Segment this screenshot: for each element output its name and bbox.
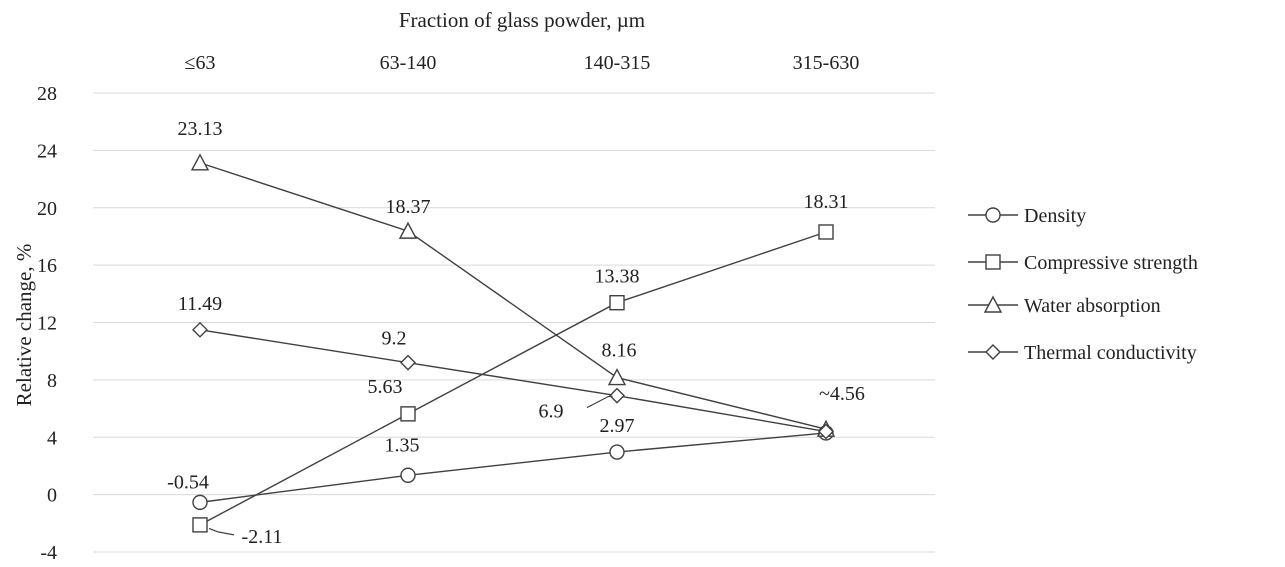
legend-entry: Thermal conductivity [1024, 342, 1197, 364]
data-label: 2.97 [600, 415, 635, 437]
data-label: 6.9 [539, 401, 564, 423]
density-line [199, 432, 827, 504]
x-tick-labels: ≤63 63-140 140-315 315-630 [185, 52, 860, 74]
compressive-strength-point [818, 224, 834, 240]
water-absorption-line [199, 162, 827, 430]
data-label-leader [586, 395, 613, 409]
series-layer [190, 153, 836, 533]
compressive-strength-point [609, 295, 625, 311]
thermal-conductivity-point [400, 354, 416, 371]
y-tick-label: 28 [37, 83, 57, 105]
thermal-conductivity-point [609, 387, 625, 404]
legend-entry: Density [1024, 205, 1086, 227]
legend-entry: Compressive strength [1024, 252, 1198, 274]
data-label: 18.37 [386, 196, 431, 218]
data-label: ~4.56 [819, 383, 865, 405]
legend-marker-triangle [983, 295, 1003, 313]
data-label: -0.54 [167, 471, 209, 493]
data-label: -2.11 [242, 526, 283, 548]
density-point [400, 467, 416, 483]
y-tick-label: -4 [40, 542, 57, 564]
compressive-strength-point [400, 406, 416, 422]
data-label: 11.49 [178, 293, 222, 315]
y-tick-label: 0 [47, 485, 57, 507]
water-absorption-point [607, 368, 627, 386]
y-tick-label: 4 [47, 427, 57, 449]
x-tick-label: 315-630 [793, 52, 860, 74]
compressive-strength-point [192, 517, 208, 533]
water-absorption-point [190, 153, 210, 171]
thermal-conductivity-point [818, 423, 834, 440]
y-tick-label: 24 [37, 140, 57, 162]
density-point [609, 444, 625, 460]
compressive-strength-line [199, 231, 827, 526]
x-tick-label: 63-140 [380, 52, 437, 74]
data-label: 23.13 [178, 118, 223, 140]
thermal-conductivity-line [199, 329, 827, 433]
data-label: 13.38 [595, 266, 640, 288]
y-tick-label: 8 [47, 370, 57, 392]
data-label: 1.35 [385, 434, 420, 456]
density-point [192, 494, 208, 511]
thermal-conductivity-point [192, 321, 208, 338]
y-tick-label: 12 [37, 313, 57, 335]
y-tick-labels: -4 0 4 8 12 16 20 24 28 [37, 83, 57, 564]
x-tick-label: 140-315 [584, 52, 651, 74]
x-axis-title: Fraction of glass powder, µm [399, 8, 645, 32]
legend: Density Compressive strength Water absorpt… [968, 205, 1198, 364]
data-label: 9.2 [382, 328, 407, 350]
legend-marker-diamond [985, 344, 1001, 360]
data-label: 18.31 [804, 191, 849, 213]
legend-marker-square [985, 254, 1001, 270]
water-absorption-point [398, 221, 418, 239]
x-tick-label: ≤63 [185, 52, 216, 74]
data-label: 8.16 [602, 340, 637, 362]
y-tick-label: 20 [37, 198, 57, 220]
legend-entry: Water absorption [1024, 295, 1161, 317]
data-label: 5.63 [368, 376, 403, 398]
data-label-leader [208, 527, 235, 536]
grid-layer [93, 92, 935, 553]
y-axis-title: Relative change, % [12, 244, 36, 407]
data-labels: -0.54 1.35 2.97 -2.11 5.63 13.38 18.31 23.13 18.… [167, 118, 865, 548]
legend-marker-circle [985, 207, 1001, 223]
y-tick-label: 16 [37, 255, 57, 277]
